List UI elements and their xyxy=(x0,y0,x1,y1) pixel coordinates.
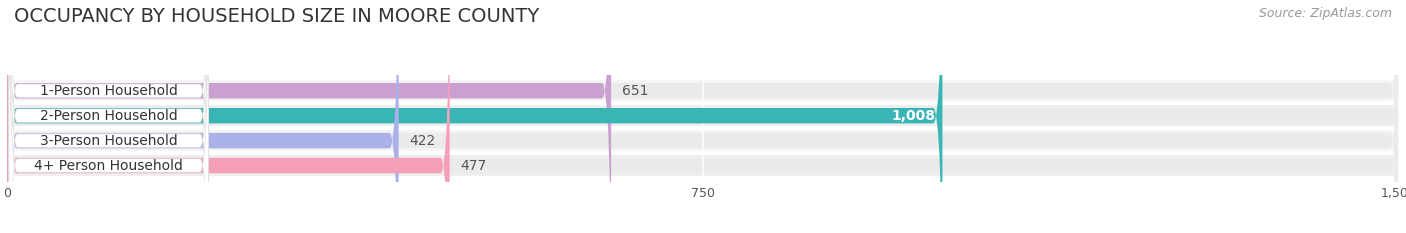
FancyBboxPatch shape xyxy=(7,0,1399,233)
Text: 3-Person Household: 3-Person Household xyxy=(39,134,177,148)
FancyBboxPatch shape xyxy=(7,0,1399,233)
FancyBboxPatch shape xyxy=(7,130,1399,151)
Text: 2-Person Household: 2-Person Household xyxy=(39,109,177,123)
FancyBboxPatch shape xyxy=(7,155,1399,176)
FancyBboxPatch shape xyxy=(7,0,942,233)
FancyBboxPatch shape xyxy=(7,105,1399,127)
Text: 422: 422 xyxy=(409,134,436,148)
FancyBboxPatch shape xyxy=(8,0,208,233)
Text: 1,008: 1,008 xyxy=(891,109,935,123)
Text: 651: 651 xyxy=(623,84,648,98)
Text: 477: 477 xyxy=(461,158,486,173)
FancyBboxPatch shape xyxy=(7,80,1399,102)
FancyBboxPatch shape xyxy=(7,0,1399,233)
FancyBboxPatch shape xyxy=(8,0,208,233)
FancyBboxPatch shape xyxy=(7,0,399,233)
Text: OCCUPANCY BY HOUSEHOLD SIZE IN MOORE COUNTY: OCCUPANCY BY HOUSEHOLD SIZE IN MOORE COU… xyxy=(14,7,540,26)
FancyBboxPatch shape xyxy=(8,0,208,233)
Text: 1-Person Household: 1-Person Household xyxy=(39,84,177,98)
FancyBboxPatch shape xyxy=(7,0,1399,233)
Text: 4+ Person Household: 4+ Person Household xyxy=(34,158,183,173)
Text: Source: ZipAtlas.com: Source: ZipAtlas.com xyxy=(1258,7,1392,20)
FancyBboxPatch shape xyxy=(8,0,208,233)
FancyBboxPatch shape xyxy=(7,0,612,233)
FancyBboxPatch shape xyxy=(7,0,450,233)
